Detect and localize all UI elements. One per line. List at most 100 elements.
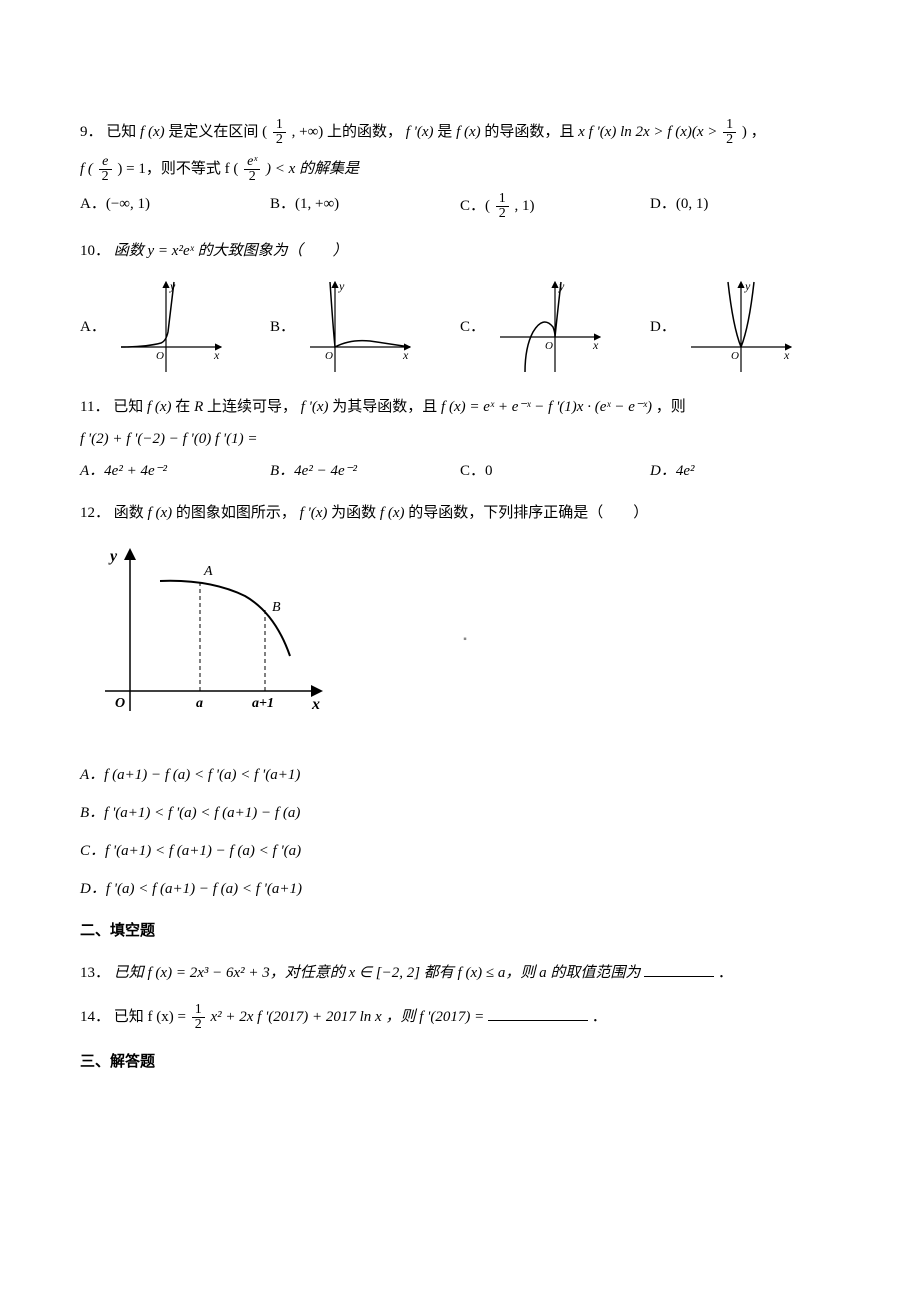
q11-eq: f (x) = eˣ + e⁻ˣ − f '(1)x · (eˣ − e⁻ˣ) [441,399,652,415]
frac-num: 1 [192,1003,205,1017]
q11-R: R [194,399,203,415]
axis-o-label: O [545,340,553,352]
q9-options: A．(−∞, 1) B．(1, +∞) C．( 1 2 , 1) D．(0, 1… [80,192,840,221]
q9-num: 9． [80,124,103,140]
axis-x-label: x [213,348,220,362]
q11-opt-b: B．4e² − 4e⁻² [270,459,460,483]
q11-options: A．4e² + 4e⁻² B．4e² − 4e⁻² C．0 D．4e² [80,459,840,483]
axis-x-label: x [783,348,790,362]
q11-t1: 已知 [113,399,147,415]
q13-num: 13． [80,965,110,981]
watermark-icon: ▪ [463,632,467,648]
q11-l2: f '(2) + f '(−2) − f '(0) f '(1) = [80,431,257,447]
q9-half2: 1 2 [723,118,736,147]
q10-cell-b: B． y x O [270,277,460,377]
q14-blank [488,1007,588,1021]
q10-text: 函数 y = x²eˣ 的大致图象为（ ） [114,243,348,259]
axis-y-label: y [558,279,565,293]
q9-fpx: f '(x) [406,124,434,140]
q9-ex2: eˣ 2 [244,155,260,184]
q10-cell-c: C． y x O [460,277,650,377]
axis-o-label: O [156,350,164,362]
question-10: 10． 函数 y = x²eˣ 的大致图象为（ ） [80,239,840,263]
axis-x-label: x [402,348,409,362]
graph-a-icon: y x O [116,277,226,377]
q11-opt-c: C．0 [460,459,650,483]
q14-t1: 已知 f (x) = [114,1009,190,1025]
q9-l2b: ) = 1，则不等式 f ( [117,161,238,177]
q13-t: 已知 f (x) = 2x³ − 6x² + 3，对任意的 x ∈ [−2, 2… [114,965,641,981]
q14-end: ． [592,1009,607,1025]
question-14: 14． 已知 f (x) = 1 2 x² + 2x f '(2017) + 2… [80,1003,840,1032]
q9-opt-b: B．(1, +∞) [270,192,460,221]
q14-t2: x² + 2x f '(2017) + 2017 ln x ，则 f '(201… [210,1009,488,1025]
axis-o-label: O [731,350,739,362]
q12-options: A．f (a+1) − f (a) < f '(a) < f '(a+1) B．… [80,763,840,901]
q9-t4: 是 [437,124,456,140]
q9-t5: 的导函数，且 [484,124,578,140]
q10-graphs: A． y x O B． y x O C． [80,277,840,377]
q10-label-c: C． [460,315,485,339]
frac-den: 2 [192,1017,205,1032]
point-a-label: A [203,564,213,579]
q9-t6: ) ， [742,124,766,140]
frac-den: 2 [496,206,509,221]
q9-optC-frac: 1 2 [496,192,509,221]
q9-fx2: f (x) [456,124,481,140]
q12-fx2: f (x) [380,505,405,521]
q9-opt-a: A．(−∞, 1) [80,192,270,221]
tick-a-label: a [196,696,203,711]
q12-opt-a: A．f (a+1) − f (a) < f '(a) < f '(a+1) [80,763,840,787]
q12-fpx: f '(x) [300,505,328,521]
q12-fx: f (x) [148,505,173,521]
axis-x-label: x [311,696,320,713]
frac-num: e [99,155,112,169]
q10-label-b: B． [270,315,295,339]
q11-opt-a: A．4e² + 4e⁻² [80,459,270,483]
q9-fx: f (x) [140,124,165,140]
q10-cell-d: D． y x O [650,277,840,377]
q9-t2: 是定义在区间 ( [168,124,267,140]
axis-y-label: y [338,279,345,293]
q12-opt-c: C．f '(a+1) < f (a+1) − f (a) < f '(a) [80,839,840,863]
q11-t4: 为其导函数，且 [332,399,441,415]
question-13: 13． 已知 f (x) = 2x³ − 6x² + 3，对任意的 x ∈ [−… [80,961,840,985]
section-2-heading: 二、填空题 [80,919,840,943]
frac-den: 2 [244,169,260,184]
q9-half: 1 2 [273,118,286,147]
q14-num: 14． [80,1009,110,1025]
q9-optC-pre: C．( [460,198,490,214]
axis-o-label: O [325,350,333,362]
q12-t4: 的导函数，下列排序正确是（ ） [408,505,648,521]
question-9: 9． 已知 f (x) 是定义在区间 ( 1 2 , +∞) 上的函数， f '… [80,118,840,147]
axis-y-label: y [744,279,751,293]
q9-l2a: f ( [80,161,93,177]
q9-opt-c: C．( 1 2 , 1) [460,192,650,221]
question-11: 11． 已知 f (x) 在 R 上连续可导， f '(x) 为其导函数，且 f… [80,395,840,419]
axis-o-label: O [115,696,125,711]
axis-x-label: x [592,338,599,352]
q14-half: 1 2 [192,1003,205,1032]
q11-t5: ，则 [656,399,686,415]
q10-label-d: D． [650,315,676,339]
q13-end: ． [718,965,733,981]
q11-num: 11． [80,399,109,415]
q12-graph-svg: y x O a a+1 A B [90,541,330,731]
frac-num: 1 [273,118,286,132]
graph-c-icon: y x O [495,277,605,377]
q9-ineq: x f '(x) ln 2x > f (x)(x > [578,124,721,140]
q11-fpx: f '(x) [301,399,329,415]
q9-l2c: ) < x 的解集是 [266,161,359,177]
q9-e2: e 2 [99,155,112,184]
q11-opt-d: D．4e² [650,459,840,483]
q12-opt-b: B．f '(a+1) < f '(a) < f (a+1) − f (a) [80,801,840,825]
q9-t3: , +∞) 上的函数， [292,124,402,140]
q12-t1: 函数 [114,505,148,521]
frac-den: 2 [723,132,736,147]
question-9-line2: f ( e 2 ) = 1，则不等式 f ( eˣ 2 ) < x 的解集是 [80,155,840,184]
frac-num: 1 [723,118,736,132]
frac-num: 1 [496,192,509,206]
section-3-heading: 三、解答题 [80,1050,840,1074]
frac-den: 2 [273,132,286,147]
q13-blank [644,963,714,977]
